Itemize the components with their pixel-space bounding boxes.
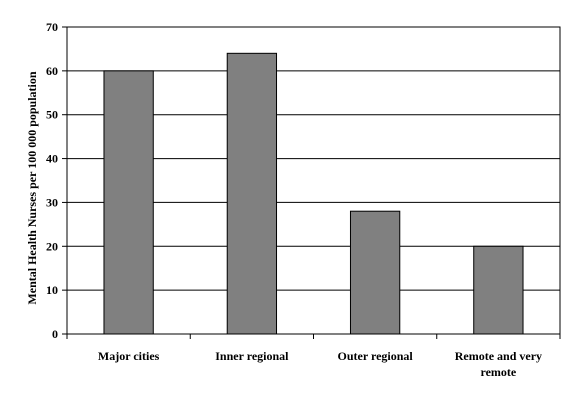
x-tick-label: Remote and very — [455, 349, 542, 363]
x-tick-labels: Major cities Inner regional Outer regional… — [98, 349, 542, 379]
x-tick-label: Outer regional — [338, 349, 414, 363]
bars — [103, 52, 524, 335]
bar-inner-regional — [226, 52, 278, 335]
y-tick-labels: 0 10 20 30 40 50 60 70 — [46, 20, 58, 341]
y-tick-label: 0 — [52, 327, 58, 341]
bar-remote-and-very-remote — [473, 245, 524, 335]
x-tick-label: remote — [480, 365, 516, 379]
y-tick-label: 10 — [46, 283, 58, 297]
bar-outer-regional — [349, 210, 401, 335]
y-axis-title: Mental Health Nurses per 100 000 populat… — [25, 71, 39, 304]
y-tick-label: 30 — [46, 195, 58, 209]
x-tick-label: Inner regional — [215, 349, 289, 363]
y-tick-label: 70 — [46, 20, 58, 34]
y-tick-label: 60 — [46, 64, 58, 78]
x-tick-label: Major cities — [98, 349, 160, 363]
bar-major-cities — [103, 70, 154, 335]
plot-area-border — [66, 26, 561, 335]
y-tick-label: 50 — [46, 108, 58, 122]
y-tick-label: 40 — [46, 152, 58, 166]
y-tick-label: 20 — [46, 239, 58, 253]
axes — [66, 26, 561, 335]
